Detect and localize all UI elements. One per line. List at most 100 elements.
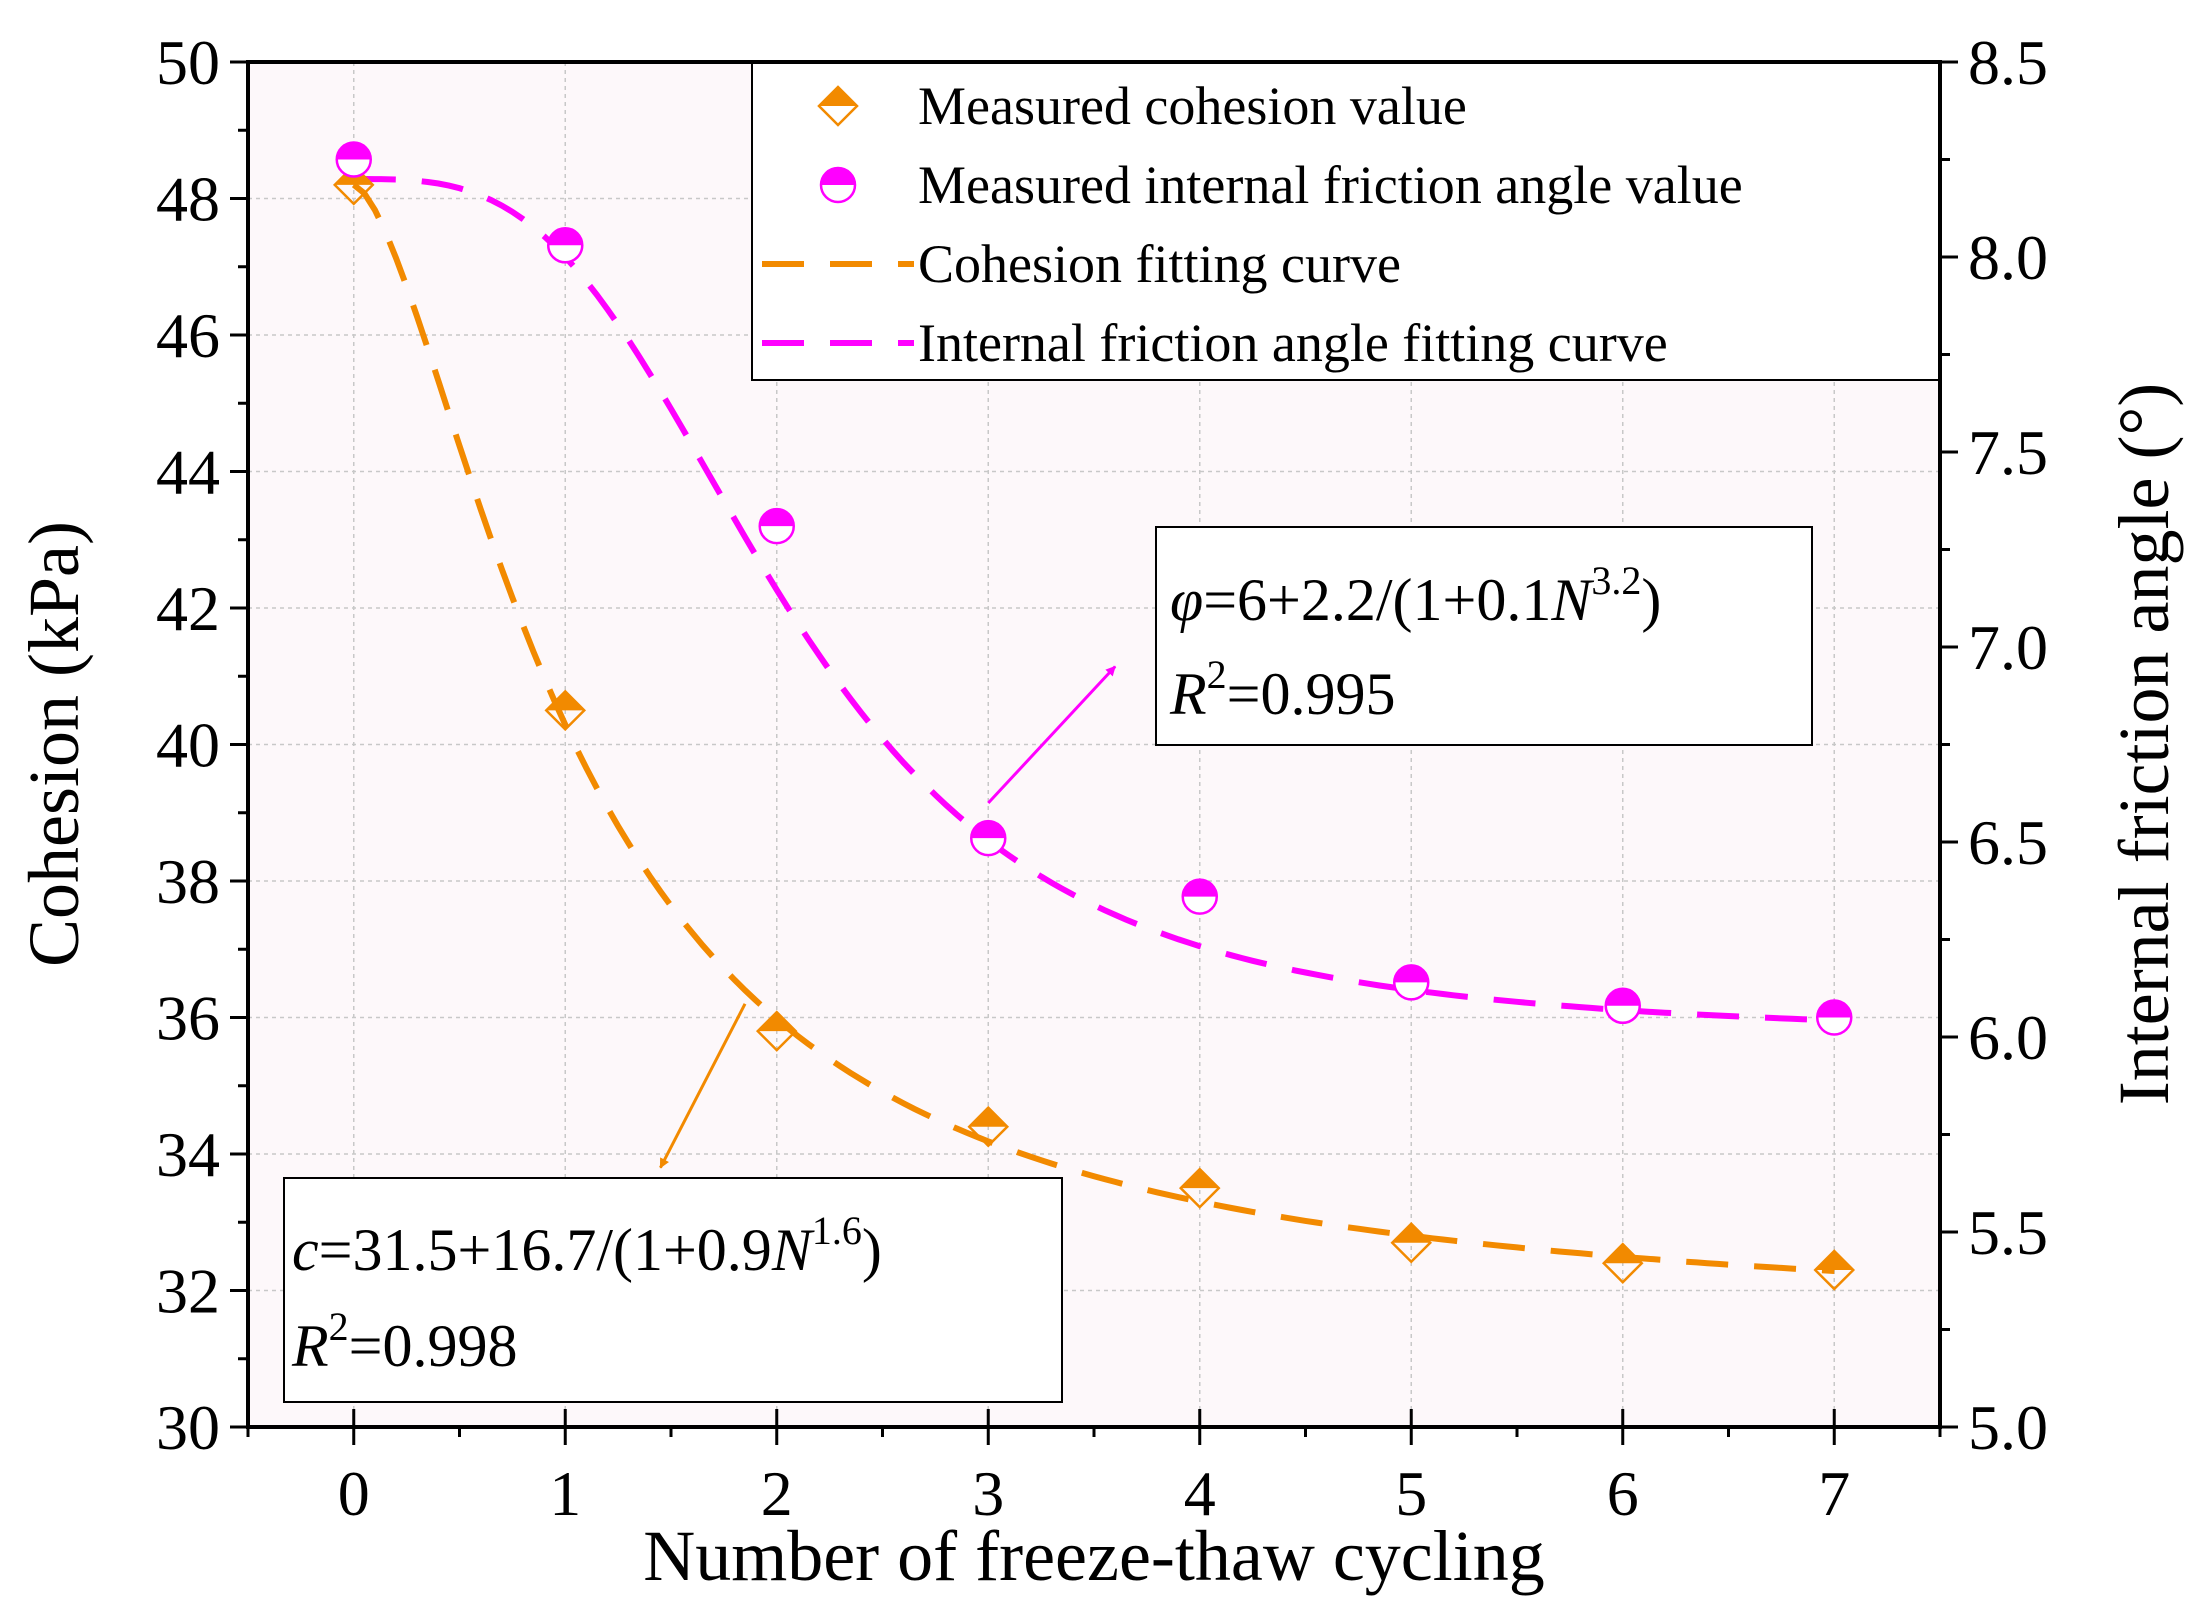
friction-point-3 — [970, 819, 1007, 857]
cohesion-point-4-top — [1180, 1169, 1219, 1189]
cohesion-point-2 — [755, 1010, 798, 1052]
friction-point-5-top — [1394, 965, 1429, 983]
cohesion-equation-line: c=31.5+16.7/(1+0.9N1.6) — [292, 1208, 882, 1283]
x-tick-label-4: 4 — [1184, 1458, 1216, 1529]
y2-tick-label-5.0: 5.0 — [1968, 1392, 2048, 1463]
cohesion-point-1-outline — [544, 689, 587, 732]
cohesion-eq-mid: =31.5+16.7/(1+0.9 — [319, 1217, 772, 1283]
cohesion-point-1-top — [546, 691, 585, 711]
friction-point-1 — [547, 227, 584, 264]
legend-symbol-measured-friction-outline — [819, 166, 857, 204]
cohesion-point-6-top — [1603, 1244, 1642, 1264]
cohesion-annotation-arrow — [659, 1003, 747, 1169]
y2-axis-title: Internal friction angle (°) — [2104, 383, 2184, 1105]
x-tick-label-1: 1 — [549, 1458, 581, 1529]
y-tick-label-44: 44 — [156, 437, 220, 508]
friction-annotation-arrow — [987, 665, 1117, 805]
friction-point-3-top — [971, 821, 1006, 839]
y-tick-label-34: 34 — [156, 1119, 220, 1190]
cohesion-equation-box: c=31.5+16.7/(1+0.9N1.6) R2=0.998 — [283, 1177, 1063, 1403]
friction-point-7-top — [1817, 1000, 1852, 1018]
friction-point-0-outline — [335, 141, 372, 178]
y-tick-label-36: 36 — [156, 983, 220, 1054]
y2-tick-label-7.0: 7.0 — [1968, 612, 2048, 683]
x-tick-label-5: 5 — [1395, 1458, 1427, 1529]
legend-symbol-measured-friction — [819, 166, 857, 204]
cohesion-eq-var: c — [292, 1217, 319, 1283]
friction-point-5 — [1393, 964, 1430, 1001]
y-tick-label-46: 46 — [156, 300, 220, 371]
friction-point-2-top — [759, 509, 794, 527]
y2-tick-label-6.5: 6.5 — [1968, 807, 2048, 878]
x-axis-title: Number of freeze-thaw cycling — [643, 1516, 1545, 1596]
y-tick-label-42: 42 — [156, 573, 220, 644]
friction-eq-mid: =6+2.2/(1+0.1 — [1203, 567, 1551, 633]
friction-eq-n: N — [1550, 567, 1594, 633]
legend-label-measured-friction: Measured internal friction angle value — [918, 155, 1743, 215]
y2-tick-label-6.0: 6.0 — [1968, 1002, 2048, 1073]
y-tick-label-30: 30 — [156, 1392, 220, 1463]
friction-point-2-outline — [758, 507, 795, 545]
axes: 0 1 2 3 4 5 6 730323436384042444648505.05.56.06… — [156, 27, 2048, 1529]
friction-point-3-outline — [970, 819, 1007, 857]
fitting-curves — [351, 176, 1835, 1274]
friction-fitting-curve — [353, 176, 1835, 1024]
cohesion-point-6-outline — [1601, 1242, 1644, 1284]
friction-point-4 — [1181, 878, 1218, 915]
friction-point-1-top — [548, 228, 583, 246]
friction-r: R — [1169, 661, 1207, 727]
legend-symbol-measured-cohesion-outline — [817, 85, 859, 127]
cohesion-point-7-top — [1815, 1251, 1854, 1271]
y-tick-label-32: 32 — [156, 1256, 220, 1327]
friction-point-6 — [1604, 987, 1641, 1025]
data-markers — [332, 141, 1856, 1291]
legend-symbol-measured-cohesion — [817, 85, 859, 127]
cohesion-r-exp: 2 — [329, 1304, 349, 1349]
friction-equation-line: φ=6+2.2/(1+0.1N3.2) — [1170, 558, 1661, 633]
legend-symbols — [762, 85, 914, 346]
friction-eq-var: φ — [1170, 567, 1203, 633]
friction-point-4-top — [1182, 879, 1217, 897]
cohesion-point-2-outline — [755, 1010, 798, 1052]
x-tick-label-0: 0 — [338, 1458, 370, 1529]
friction-point-6-top — [1605, 988, 1640, 1006]
cohesion-point-5-outline — [1390, 1221, 1433, 1264]
y2-tick-label-7.5: 7.5 — [1968, 417, 2048, 488]
legend-symbol-measured-cohesion-top — [819, 87, 857, 106]
legend-box — [751, 61, 1941, 381]
cohesion-eq-end: ) — [862, 1217, 882, 1283]
cohesion-point-4 — [1178, 1167, 1221, 1209]
cohesion-point-4-outline — [1178, 1167, 1221, 1209]
y2-tick-label-5.5: 5.5 — [1968, 1197, 2048, 1268]
friction-r-exp: 2 — [1207, 652, 1227, 697]
y-tick-label-50: 50 — [156, 27, 220, 98]
cohesion-point-2-top — [757, 1012, 796, 1032]
x-tick-label-7: 7 — [1818, 1458, 1850, 1529]
y-tick-label-48: 48 — [156, 164, 220, 235]
y-tick-label-38: 38 — [156, 846, 220, 917]
cohesion-r2-line: R2=0.998 — [291, 1304, 518, 1379]
y2-tick-label-8.5: 8.5 — [1968, 27, 2048, 98]
legend-label-measured-cohesion: Measured cohesion value — [918, 76, 1467, 136]
cohesion-point-3 — [967, 1105, 1010, 1148]
x-tick-label-2: 2 — [761, 1458, 793, 1529]
cohesion-r: R — [291, 1313, 329, 1379]
cohesion-eq-n: N — [771, 1217, 815, 1283]
annotation-arrows — [659, 665, 1117, 1169]
friction-point-2 — [758, 507, 795, 545]
friction-eq-exp: 3.2 — [1591, 558, 1641, 603]
cohesion-fitting-curve — [351, 182, 1835, 1274]
cohesion-r-val: =0.998 — [349, 1313, 518, 1379]
cohesion-point-1 — [544, 689, 587, 732]
y2-tick-label-8.0: 8.0 — [1968, 222, 2048, 293]
friction-equation-box: φ=6+2.2/(1+0.1N3.2) R2=0.995 — [1155, 526, 1813, 746]
friction-point-0-top — [336, 142, 371, 160]
friction-point-0 — [335, 141, 372, 178]
friction-point-1-outline — [547, 227, 584, 264]
cohesion-point-3-outline — [967, 1105, 1010, 1148]
friction-point-6-outline — [1604, 987, 1641, 1025]
legend: Measured cohesion value Measured interna… — [751, 61, 1941, 381]
cohesion-point-5-top — [1392, 1223, 1431, 1243]
friction-point-5-outline — [1393, 964, 1430, 1001]
